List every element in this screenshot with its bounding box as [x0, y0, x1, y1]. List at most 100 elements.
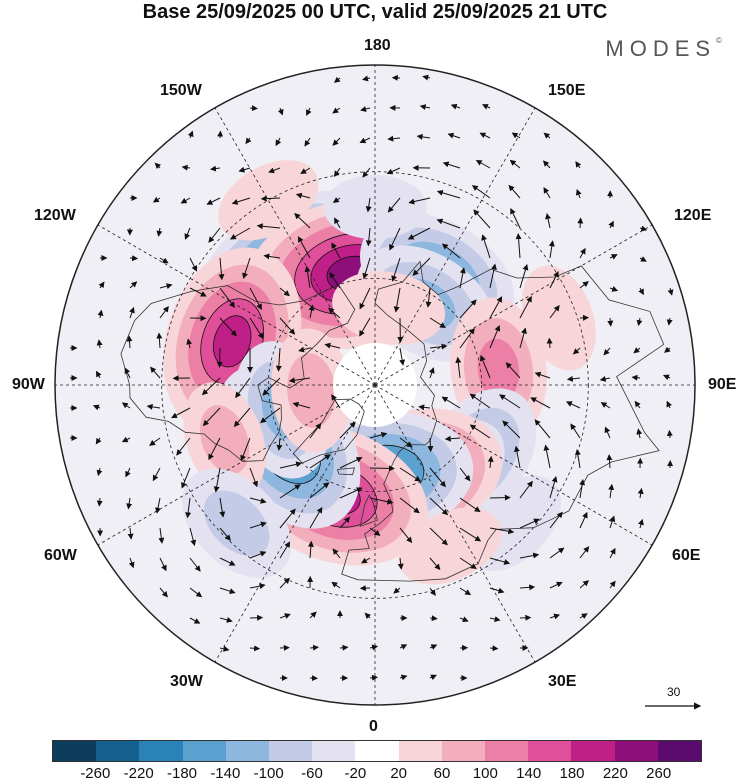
wind-arrow	[249, 497, 267, 504]
wind-arrow	[579, 511, 588, 529]
wind-arrow	[208, 437, 221, 461]
wind-arrow	[519, 614, 532, 621]
wind-arrow	[96, 497, 103, 507]
wind-arrow	[306, 107, 312, 116]
anomaly-contour	[218, 160, 319, 241]
wind-arrow	[579, 580, 590, 589]
wind-arrow	[276, 437, 283, 451]
wind-arrow	[577, 217, 584, 229]
wind-arrow	[249, 551, 267, 559]
wind-arrow	[156, 227, 163, 237]
wind-arrow	[441, 243, 461, 259]
wind-arrow	[543, 444, 551, 469]
wind-arrow	[399, 644, 408, 650]
wind-arrow	[666, 317, 673, 326]
colorbar-bin	[312, 741, 356, 761]
wind-arrow	[519, 552, 540, 559]
wind-arrow	[159, 587, 168, 598]
latitude-circle	[161, 171, 589, 599]
wind-arrow	[156, 332, 163, 349]
colorbar-bin	[53, 741, 97, 761]
wind-arrow	[189, 527, 197, 547]
colorbar-bin	[571, 741, 615, 761]
wind-arrow	[152, 467, 161, 482]
wind-arrow	[481, 104, 491, 110]
wind-arrow	[309, 644, 319, 651]
wind-arrow	[150, 366, 161, 379]
wind-arrow	[469, 393, 491, 409]
anomaly-field	[163, 160, 596, 585]
wind-arrow	[475, 160, 491, 169]
wind-arrow	[279, 287, 290, 297]
wind-arrow	[639, 225, 648, 232]
wind-arrow	[639, 256, 647, 262]
wind-arrow	[546, 337, 553, 349]
map-title: Base 25/09/2025 00 UTC, valid 25/09/2025…	[142, 1, 608, 23]
meridian-line	[214, 107, 376, 386]
colorbar-bin	[657, 741, 702, 761]
wind-arrow	[429, 467, 446, 488]
anomaly-contour	[332, 271, 446, 345]
wind-arrow	[362, 167, 371, 178]
wind-arrow	[295, 192, 311, 199]
wind-arrow	[201, 377, 221, 396]
wind-arrow	[189, 587, 203, 598]
wind-arrow	[149, 437, 161, 446]
wind-arrow	[459, 267, 466, 289]
wind-arrow	[233, 407, 251, 428]
wind-arrow	[187, 130, 194, 139]
wind-arrow	[365, 197, 372, 213]
wind-arrow	[360, 106, 371, 112]
wind-arrow	[307, 540, 314, 559]
wind-arrow	[219, 645, 230, 652]
anomaly-contour	[203, 490, 270, 557]
wind-arrow	[127, 527, 134, 540]
wind-arrow	[240, 437, 251, 462]
wind-arrow	[277, 107, 284, 116]
wind-arrow	[308, 304, 315, 319]
meridian-line	[97, 384, 376, 546]
meridian-line	[374, 224, 653, 386]
wind-arrow	[549, 271, 559, 289]
wind-arrow	[606, 454, 613, 469]
wind-arrow	[416, 133, 431, 140]
wind-arrow	[189, 617, 201, 624]
wind-arrow	[304, 265, 311, 289]
wind-arrow	[279, 508, 296, 529]
latitude-circle	[267, 277, 483, 493]
wind-arrow	[260, 407, 281, 424]
colorbar-tick: 180	[559, 765, 585, 782]
wind-arrow	[126, 335, 133, 349]
map-disk	[55, 65, 695, 705]
wind-arrow	[608, 483, 615, 499]
wind-arrow	[219, 587, 236, 595]
wind-arrow	[603, 347, 611, 356]
wind-arrow	[473, 209, 491, 229]
wind-arrow	[339, 457, 363, 469]
colorbar-bin	[614, 741, 658, 761]
wind-arrow	[542, 160, 551, 169]
wind-arrow	[666, 429, 673, 439]
wind-arrow	[364, 612, 371, 619]
wind-arrow	[92, 404, 101, 411]
wind-arrow	[459, 497, 481, 513]
wind-arrow	[399, 497, 420, 514]
wind-arrow	[208, 227, 221, 243]
wind-arrow	[579, 613, 588, 619]
wind-arrow	[339, 516, 351, 529]
wind-arrow	[369, 674, 378, 681]
vector-scale-label: 30	[667, 685, 681, 699]
wind-arrow	[245, 137, 252, 145]
lon-label-60w: 60W	[44, 547, 77, 564]
wind-arrow	[489, 557, 511, 565]
wind-arrow	[219, 317, 237, 337]
wind-arrow	[249, 467, 258, 488]
wind-arrow	[459, 467, 471, 482]
wind-arrow	[324, 342, 341, 349]
wind-arrow	[519, 327, 527, 349]
wind-arrow	[600, 402, 611, 409]
lon-label-120e: 120E	[674, 207, 712, 224]
wind-arrow	[96, 467, 103, 477]
wind-arrow	[599, 375, 611, 382]
